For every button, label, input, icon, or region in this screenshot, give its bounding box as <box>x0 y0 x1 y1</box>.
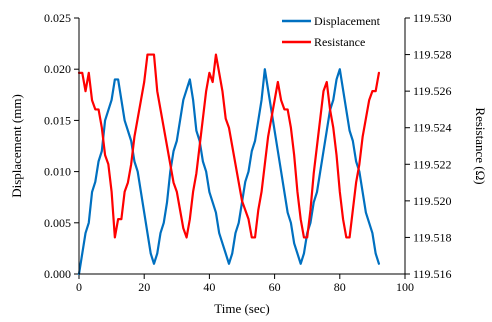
x-axis-ticks: 0 20 40 60 80 100 <box>76 274 414 294</box>
x-tick-label: 60 <box>269 280 281 294</box>
right-y-axis-title: Resistance (Ω) <box>473 107 488 184</box>
x-tick-label: 0 <box>76 280 82 294</box>
right-y-tick-label: 119.524 <box>413 121 452 135</box>
right-y-tick-label: 119.530 <box>413 11 452 25</box>
right-y-tick-label: 119.528 <box>413 48 452 62</box>
x-tick-label: 100 <box>396 280 414 294</box>
legend: Displacement Resistance <box>282 14 381 49</box>
left-y-axis-ticks: 0.000 0.005 0.010 0.015 0.020 0.025 <box>44 11 79 281</box>
right-y-tick-label: 119.522 <box>413 157 452 171</box>
left-y-tick-label: 0.015 <box>44 113 71 127</box>
right-y-tick-label: 119.526 <box>413 84 452 98</box>
x-tick-label: 40 <box>203 280 215 294</box>
legend-label-resistance: Resistance <box>314 35 365 49</box>
left-y-tick-label: 0.000 <box>44 267 71 281</box>
displacement-series-line <box>77 68 381 276</box>
resistance-series-line <box>77 53 381 239</box>
left-y-tick-label: 0.005 <box>44 216 71 230</box>
left-y-tick-label: 0.010 <box>44 165 71 179</box>
x-tick-label: 20 <box>138 280 150 294</box>
x-axis-title: Time (sec) <box>214 301 270 316</box>
left-y-tick-label: 0.020 <box>44 62 71 76</box>
left-y-tick-label: 0.025 <box>44 11 71 25</box>
right-y-tick-label: 119.520 <box>413 194 452 208</box>
right-y-tick-label: 119.516 <box>413 267 452 281</box>
series-lines <box>77 53 381 276</box>
right-y-tick-label: 119.518 <box>413 230 452 244</box>
x-tick-label: 80 <box>334 280 346 294</box>
right-y-axis-ticks: 119.516 119.518 119.520 119.522 119.524 119.5… <box>405 11 452 281</box>
legend-label-displacement: Displacement <box>314 14 381 28</box>
left-y-axis-title: Displacement (mm) <box>9 94 24 198</box>
